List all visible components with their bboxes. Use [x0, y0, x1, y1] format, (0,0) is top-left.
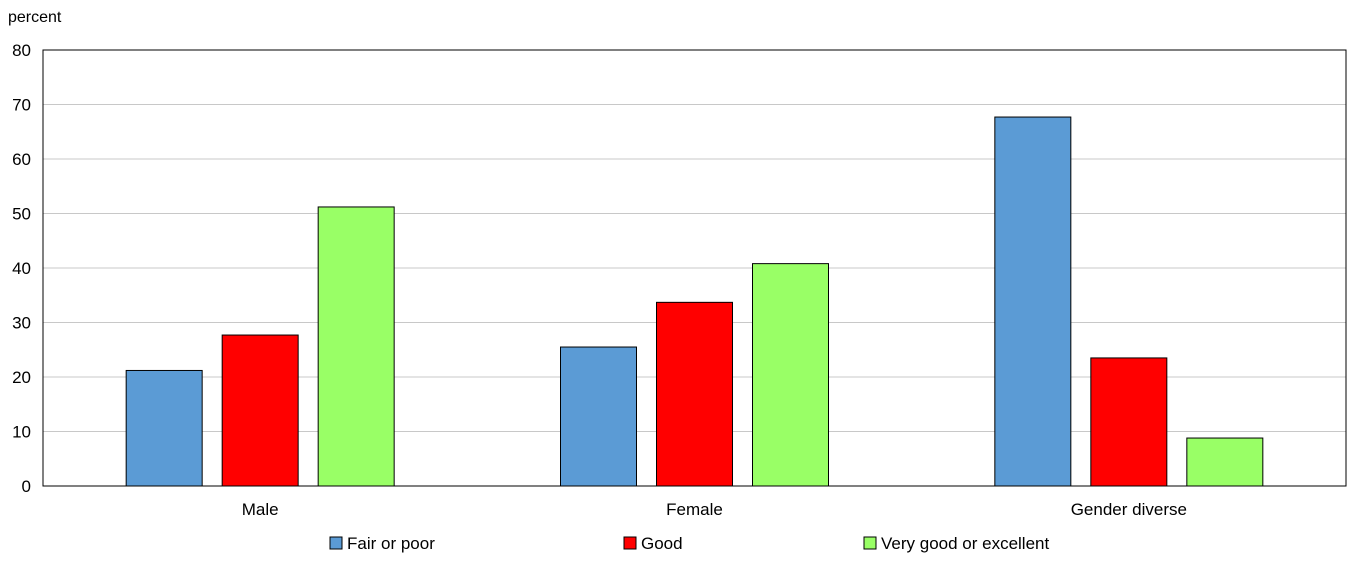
legend: Fair or poor Good Very good or excellent — [329, 534, 1049, 553]
legend-item: Fair or poor — [329, 534, 435, 553]
bar — [752, 263, 829, 487]
legend-item: Very good or excellent — [863, 534, 1049, 553]
bar — [560, 346, 637, 487]
bar — [221, 334, 299, 487]
y-tick-label: 20 — [12, 368, 31, 387]
y-tick-label: 40 — [12, 259, 31, 278]
bar — [656, 301, 733, 487]
legend-swatch — [863, 536, 877, 550]
legend-label: Very good or excellent — [881, 534, 1049, 553]
bar — [317, 206, 395, 487]
bars — [125, 116, 1264, 487]
legend-swatch — [329, 536, 343, 550]
y-axis-ticks: 0 10 20 30 40 50 60 70 80 — [12, 41, 31, 496]
category-label: Gender diverse — [1071, 500, 1187, 519]
bar — [1186, 437, 1264, 487]
plot-frame — [42, 49, 1347, 487]
bar — [994, 116, 1072, 487]
category-label: Male — [242, 500, 279, 519]
bar — [125, 369, 203, 487]
legend-item: Good — [623, 534, 683, 553]
y-tick-label: 50 — [12, 205, 31, 224]
legend-label: Fair or poor — [347, 534, 435, 553]
x-axis-categories: Male Female Gender diverse — [242, 500, 1187, 519]
y-tick-label: 60 — [12, 150, 31, 169]
y-tick-label: 80 — [12, 41, 31, 60]
legend-label: Good — [641, 534, 683, 553]
y-tick-label: 0 — [22, 477, 31, 496]
category-label: Female — [666, 500, 723, 519]
y-tick-label: 30 — [12, 314, 31, 333]
legend-swatch — [623, 536, 637, 550]
y-tick-label: 70 — [12, 96, 31, 115]
y-tick-label: 10 — [12, 423, 31, 442]
bar — [1090, 357, 1168, 487]
y-axis-label: percent — [8, 9, 62, 26]
